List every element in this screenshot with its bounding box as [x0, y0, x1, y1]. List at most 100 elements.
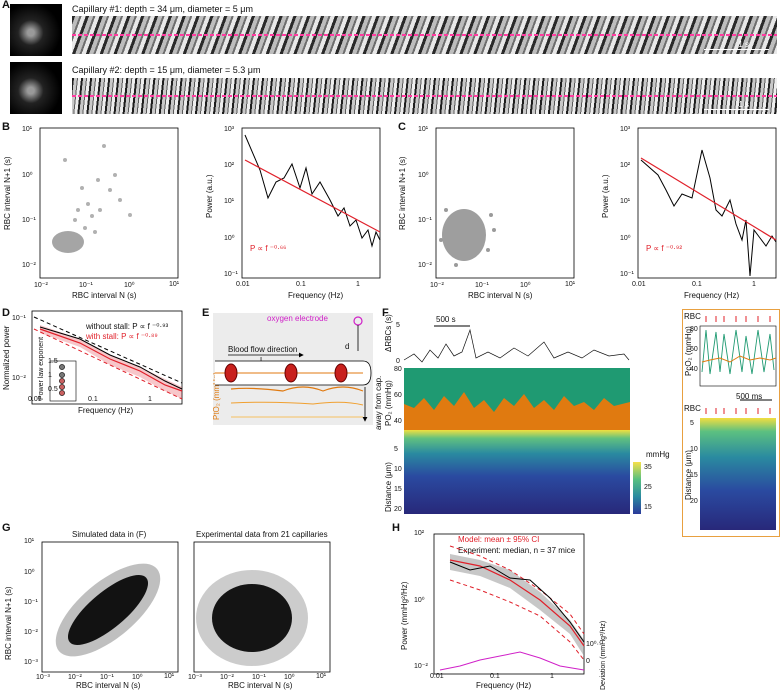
c-scatter-y-tick: 10⁻¹ [418, 217, 432, 224]
panel-label-d: D [2, 307, 10, 319]
b-spectrum-y-tick: 10⁰ [224, 235, 235, 242]
f-zoom-axes [699, 325, 777, 387]
f-drbc-trace [403, 328, 630, 363]
f-zoom-dist-y-tick: 5 [690, 420, 694, 427]
b-spectrum-x-tick: 1 [356, 281, 360, 288]
b-spectrum-y-tick: 10⁻¹ [224, 271, 238, 278]
c-spectrum-xlabel: Frequency (Hz) [684, 291, 740, 300]
d-ylabel: Normalized power [2, 325, 11, 390]
f-cbar-tick: 25 [644, 484, 652, 491]
g-sim-x-tick: 10¹ [164, 673, 175, 680]
c-scatter-y-tick: 10⁻² [418, 262, 432, 269]
g-sim-halo [55, 563, 161, 657]
d-inset-dots [59, 364, 65, 396]
h-experiment-line [449, 561, 585, 643]
g-sim-axes [41, 541, 179, 673]
b-scatter-axes [39, 127, 179, 279]
b-scatter-cloud [52, 144, 132, 253]
g-y-tick: 10⁰ [24, 569, 35, 576]
f-zoom-po2-y-tick: 40 [690, 366, 698, 373]
f-cbar-tick: 35 [644, 464, 652, 471]
h-ci-band [450, 554, 584, 656]
c-spectrum-y-tick: 10³ [620, 126, 631, 133]
d-fit-with [33, 328, 183, 400]
b-scatter-y-tick: 10⁻² [22, 262, 36, 269]
f-distance-label: Distance (μm) [384, 462, 393, 512]
capillary-thumbnail-1 [10, 4, 62, 56]
f-po2-y-tick: 40 [394, 418, 402, 425]
e-rbc-1 [224, 363, 238, 383]
c-spectrum-fit [640, 157, 777, 241]
f-drbc-plot [403, 325, 630, 432]
h-y-tick: 10⁻² [414, 663, 428, 670]
g-sim-x-tick: 10⁻¹ [100, 674, 114, 681]
f-drbc-y-tick: 0 [396, 358, 400, 365]
b-fit-label: P ∝ f ⁻⁰·⁶⁶ [250, 244, 287, 253]
h-x-tick: 0.01 [430, 673, 444, 680]
e-rbc-2 [284, 363, 298, 383]
g-exp-axes [193, 541, 331, 673]
g-exp-halo [196, 570, 308, 666]
f-colorbar-unit: mmHg [646, 450, 670, 459]
f-zoom-po2-y-tick: 80 [690, 326, 698, 333]
c-scatter-cloud [439, 208, 496, 267]
h-model-mean [449, 559, 585, 647]
d-inset-y-tick: 0.5 [48, 386, 58, 393]
g-exp-x-tick: 10⁻¹ [252, 674, 266, 681]
g-exp-x-tick: 10⁰ [284, 674, 295, 681]
g-exp-cloud [212, 584, 292, 652]
b-scatter-y-tick: 10⁻¹ [22, 217, 36, 224]
d-x-tick: 0.01 [28, 396, 42, 403]
d-xlabel: Frequency (Hz) [78, 406, 134, 415]
e-schematic [215, 316, 372, 422]
h-legend-experiment: Experiment: median, n = 37 mice [458, 546, 576, 555]
b-spectrum-y-tick: 10³ [224, 126, 235, 133]
kymograph-1: 1 s [72, 16, 777, 54]
c-spectrum-x-tick: 0.01 [632, 281, 646, 288]
h-y-tick: 10⁰ [414, 597, 425, 604]
d-band [40, 325, 182, 399]
b-spectrum-y-tick: 10¹ [224, 198, 235, 205]
b-spectrum-ylabel: Power (a.u.) [205, 174, 214, 218]
g-sim-cloud [67, 575, 149, 645]
c-spectrum-x-tick: 1 [752, 281, 756, 288]
b-scatter-x-tick: 10⁻² [34, 282, 48, 289]
h-dev-y-tick: 0 [586, 658, 590, 665]
e-flow-label: Blood flow direction [228, 345, 298, 354]
c-scatter-ylabel: RBC interval N+1 (s) [398, 156, 407, 230]
f-zoom-rbc-label-1: RBC [684, 312, 701, 321]
d-x-tick: 0.1 [88, 396, 98, 403]
f-zoom-scale-label: 500 ms [736, 392, 763, 401]
panel-label-f: F [382, 307, 389, 319]
g-exp-x-tick: 10⁻² [220, 674, 234, 681]
f-scale-500s: 500 s [436, 315, 456, 324]
h-ylabel: Power (mmHg²/Hz) [400, 581, 409, 650]
d-fit-without [33, 316, 183, 384]
f-zoom-dist-y-tick: 10 [690, 446, 698, 453]
d-with-line [39, 328, 183, 392]
f-zoom-plot [699, 316, 777, 530]
f-zoom-orange [701, 355, 777, 363]
h-plot [433, 533, 585, 675]
h-y-tick: 10² [414, 530, 425, 537]
c-spectrum-y-tick: 10² [620, 162, 631, 169]
b-scatter-ylabel: RBC interval N+1 (s) [3, 156, 12, 230]
f-po2-label: PO₂ (mmHg) [384, 380, 393, 426]
d-x-tick: 1 [148, 396, 152, 403]
b-scatter-y-tick: 10¹ [22, 126, 33, 133]
h-xlabel: Frequency (Hz) [476, 681, 532, 690]
g-y-tick: 10⁻³ [24, 659, 38, 666]
h-legend-model: Model: mean ± 95% CI [458, 535, 540, 544]
panel-label-c: C [398, 121, 406, 133]
c-fit-label: P ∝ f ⁻⁰·⁹² [646, 244, 682, 253]
panel-label-a: A [2, 0, 10, 11]
h-model-lower [449, 579, 585, 661]
scale-bar-2 [704, 109, 769, 110]
f-drbc-label: ΔRBCs (s) [384, 314, 393, 352]
g-sim-x-tick: 10⁰ [132, 674, 143, 681]
g-plots [41, 541, 331, 673]
c-scatter-xlabel: RBC interval N (s) [468, 291, 533, 300]
kymograph-2: 1 s [72, 78, 777, 114]
c-scatter-x-tick: 10⁻¹ [475, 282, 489, 289]
d-inset-y-tick: 1 [48, 372, 52, 379]
